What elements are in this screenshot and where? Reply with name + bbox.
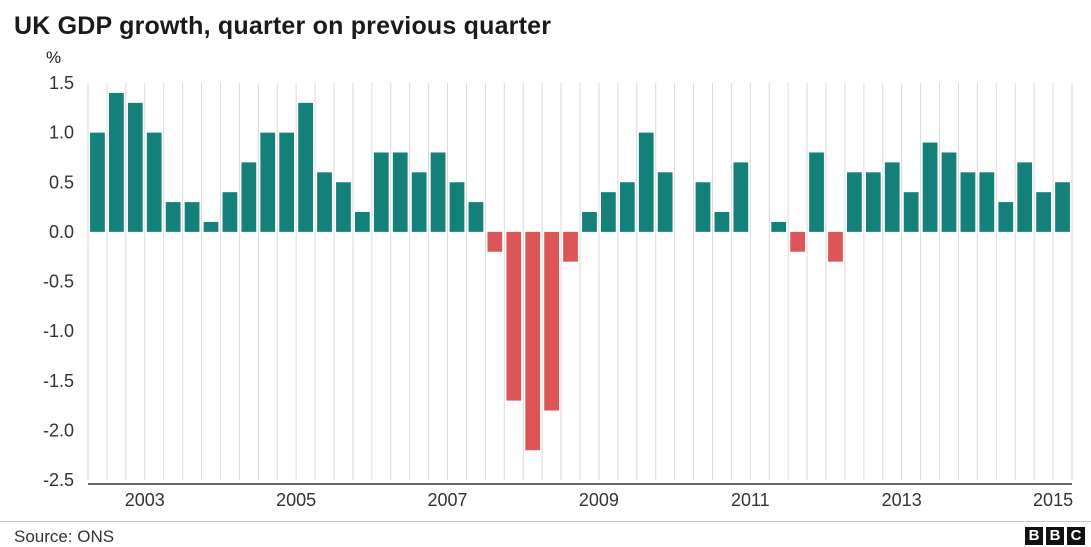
data-bar	[998, 202, 1014, 232]
data-bar	[828, 231, 843, 262]
data-bar	[298, 102, 313, 232]
source-note: Source: ONS	[14, 527, 115, 546]
y-axis-unit-label: %	[46, 48, 62, 67]
bbc-logo-letter: B	[1025, 527, 1043, 545]
data-bar	[601, 192, 616, 232]
data-bar	[979, 172, 995, 232]
data-bar	[1055, 182, 1070, 232]
data-bar	[127, 102, 143, 232]
data-bar	[392, 152, 408, 232]
data-bar	[903, 192, 919, 232]
data-bar	[544, 231, 559, 411]
data-bar	[714, 212, 730, 232]
y-tick-label: 1.0	[49, 123, 74, 143]
data-bar	[260, 132, 276, 232]
y-tick-label: -0.5	[43, 272, 74, 292]
data-bar	[109, 92, 124, 232]
bbc-logo: B B C	[1025, 527, 1085, 545]
data-bar	[563, 231, 578, 262]
gdp-bar-chart: 1.5 1.0 0.5 0.0 -0.5 -1.0 -1.5 -2.0 -2.5 2003 2005…	[43, 73, 1073, 510]
x-tick-label: 2005	[276, 490, 316, 510]
x-tick-label: 2013	[882, 490, 922, 510]
data-bar	[619, 182, 635, 232]
chart-title: UK GDP growth, quarter on previous quart…	[14, 12, 552, 40]
data-bar	[638, 132, 654, 232]
data-bar	[317, 172, 332, 232]
data-bar	[884, 162, 900, 232]
data-bar	[279, 132, 295, 232]
grid-layer	[87, 83, 1073, 480]
x-tick-label: 2009	[579, 490, 619, 510]
data-bar	[449, 182, 465, 232]
data-bar	[865, 172, 881, 232]
y-tick-label: -1.5	[43, 371, 74, 391]
data-bar	[90, 132, 105, 232]
bbc-logo-letter: C	[1067, 527, 1085, 545]
data-bar	[165, 202, 181, 232]
data-bar	[222, 192, 238, 232]
data-bar	[336, 182, 351, 232]
data-bar	[241, 162, 257, 232]
data-bar	[373, 152, 389, 232]
x-tick-label: 2015	[1033, 490, 1073, 510]
data-bar	[1036, 192, 1051, 232]
data-bar	[941, 152, 957, 232]
data-bar	[695, 182, 711, 232]
data-bar	[922, 142, 938, 232]
data-bar	[355, 212, 370, 232]
data-bar	[847, 172, 862, 232]
data-bar	[809, 152, 824, 232]
data-bar	[184, 202, 200, 232]
data-bar	[771, 221, 787, 232]
y-tick-label: 1.5	[49, 73, 74, 93]
y-tick-label: 0.0	[49, 222, 74, 242]
data-bar	[146, 132, 162, 232]
y-tick-label: -2.5	[43, 470, 74, 490]
bar-layer	[90, 92, 1070, 451]
data-bar	[790, 231, 805, 252]
data-bar	[582, 212, 597, 232]
y-tick-label: -1.0	[43, 321, 74, 341]
data-bar	[411, 172, 427, 232]
data-bar	[203, 221, 219, 232]
data-bar	[733, 162, 749, 232]
label-layer: 1.5 1.0 0.5 0.0 -0.5 -1.0 -1.5 -2.0 -2.5 2003 2005…	[43, 73, 1073, 510]
bbc-logo-letter: B	[1046, 527, 1064, 545]
data-bar	[487, 231, 503, 252]
x-tick-label: 2003	[125, 490, 165, 510]
x-tick-label: 2011	[731, 490, 770, 510]
footer-divider	[0, 521, 1091, 522]
data-bar	[430, 152, 446, 232]
data-bar	[960, 172, 976, 232]
data-bar	[525, 231, 541, 451]
data-bar	[468, 202, 484, 232]
x-tick-label: 2007	[428, 490, 468, 510]
data-bar	[506, 231, 522, 401]
y-tick-label: 0.5	[49, 172, 74, 192]
data-bar	[1017, 162, 1033, 232]
data-bar	[657, 172, 673, 232]
y-tick-label: -2.0	[43, 420, 74, 440]
